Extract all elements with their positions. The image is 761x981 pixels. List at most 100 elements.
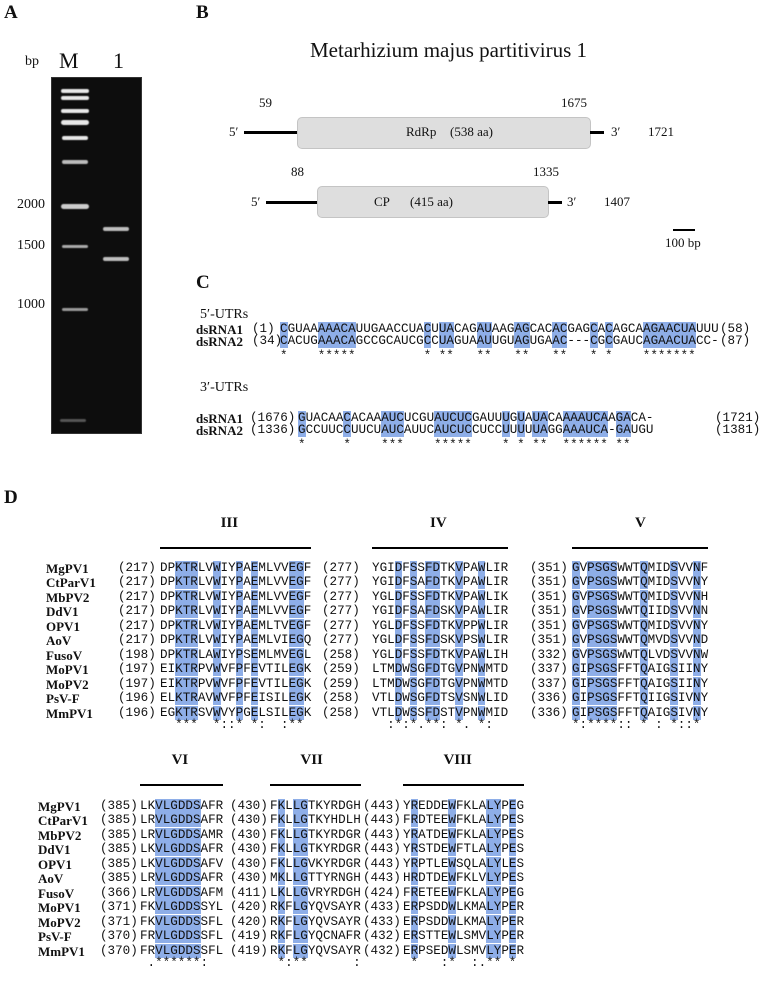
residue: S bbox=[265, 705, 274, 720]
residue: K bbox=[277, 813, 286, 828]
motif-label: V bbox=[635, 515, 646, 531]
start-position: (430) bbox=[230, 842, 268, 857]
protein-sequence: FKLLGTKYRDGH bbox=[270, 799, 361, 813]
residue: I bbox=[677, 662, 686, 677]
protein-sequence: YGIDFSAFDTKVPAWLIR bbox=[372, 575, 508, 590]
residue: V bbox=[677, 561, 686, 575]
residue: G bbox=[296, 618, 304, 633]
residue: Q bbox=[303, 633, 312, 648]
residue: S bbox=[197, 705, 206, 720]
residue: K bbox=[447, 618, 456, 633]
residue: K bbox=[315, 856, 323, 871]
residue: A bbox=[647, 676, 656, 691]
residue: V bbox=[155, 813, 163, 828]
residue: D bbox=[662, 561, 671, 575]
residue: U bbox=[524, 423, 533, 437]
residue: L bbox=[486, 856, 494, 871]
residue: A bbox=[478, 856, 487, 871]
residue: E bbox=[288, 589, 297, 604]
residue: A bbox=[470, 575, 478, 590]
residue: D bbox=[177, 842, 186, 857]
residue: S bbox=[409, 589, 418, 604]
residue: Y bbox=[700, 676, 709, 691]
residue: D bbox=[338, 827, 346, 842]
residue: F bbox=[285, 900, 293, 915]
residue: E bbox=[508, 914, 517, 929]
residue: A bbox=[658, 322, 666, 336]
residue: C bbox=[590, 334, 598, 348]
residue: F bbox=[285, 914, 293, 929]
residue: W bbox=[448, 813, 456, 828]
residue: G bbox=[572, 662, 580, 677]
residue: T bbox=[182, 575, 191, 590]
residue: D bbox=[432, 705, 441, 720]
residue: T bbox=[493, 676, 501, 691]
end-position: (58) bbox=[720, 322, 751, 336]
residue: V bbox=[455, 575, 463, 590]
residue: D bbox=[432, 676, 441, 691]
residue: V bbox=[372, 705, 380, 720]
residue: M bbox=[647, 618, 656, 633]
residue: U bbox=[358, 423, 367, 437]
residue: L bbox=[387, 691, 395, 706]
residue: G bbox=[170, 914, 178, 929]
residue: F bbox=[424, 589, 433, 604]
residue: U bbox=[295, 322, 303, 336]
residue: W bbox=[448, 929, 456, 944]
residue: S bbox=[670, 561, 678, 575]
residue: K bbox=[277, 929, 286, 944]
start-position: (351) bbox=[530, 618, 568, 633]
residue: T bbox=[632, 691, 641, 706]
residue: R bbox=[410, 856, 419, 871]
residue: L bbox=[197, 633, 206, 648]
residue: V bbox=[685, 691, 693, 706]
residue: D bbox=[177, 914, 186, 929]
residue: K bbox=[463, 827, 472, 842]
residue: G bbox=[471, 411, 480, 425]
residue: E bbox=[160, 705, 168, 720]
residue: Y bbox=[345, 914, 354, 929]
residue: G bbox=[447, 676, 456, 691]
residue: V bbox=[685, 604, 693, 619]
residue: K bbox=[175, 561, 183, 575]
residue: V bbox=[307, 856, 316, 871]
residue: I bbox=[655, 575, 663, 590]
residue: Y bbox=[228, 604, 236, 619]
residue: S bbox=[670, 676, 678, 691]
residue: L bbox=[162, 813, 171, 828]
protein-sequence: RKFLGYQVSAYR bbox=[270, 914, 361, 929]
residue: L bbox=[285, 813, 293, 828]
residue: Q bbox=[640, 662, 648, 677]
residue: V bbox=[677, 618, 686, 633]
residue: I bbox=[685, 676, 693, 691]
residue: P bbox=[587, 589, 595, 604]
residue: I bbox=[579, 676, 588, 691]
residue: K bbox=[277, 885, 286, 900]
residue: E bbox=[250, 589, 259, 604]
residue: V bbox=[155, 900, 163, 915]
residue: T bbox=[182, 633, 191, 648]
residue: A bbox=[243, 618, 251, 633]
residue: V bbox=[455, 604, 463, 619]
residue: T bbox=[440, 561, 448, 575]
residue: M bbox=[471, 929, 479, 944]
residue: A bbox=[665, 322, 674, 336]
residue: G bbox=[602, 618, 610, 633]
residue: T bbox=[632, 575, 641, 590]
residue: G bbox=[296, 662, 304, 677]
residue: L bbox=[197, 618, 206, 633]
residue: I bbox=[677, 705, 686, 720]
rdrp-3prime: 3′ bbox=[611, 124, 621, 139]
residue: U bbox=[350, 423, 359, 437]
residue: W bbox=[402, 705, 410, 720]
residue: G bbox=[345, 827, 354, 842]
residue: S bbox=[192, 929, 201, 944]
residue: L bbox=[372, 662, 380, 677]
protein-sequence: DPKTRLVWIYPAEMLVVEGF bbox=[160, 589, 311, 604]
residue: L bbox=[162, 842, 171, 857]
residue: V bbox=[220, 705, 229, 720]
residue: U bbox=[401, 334, 409, 348]
residue: D bbox=[394, 604, 403, 619]
residue: D bbox=[394, 618, 403, 633]
residue: R bbox=[190, 662, 198, 677]
